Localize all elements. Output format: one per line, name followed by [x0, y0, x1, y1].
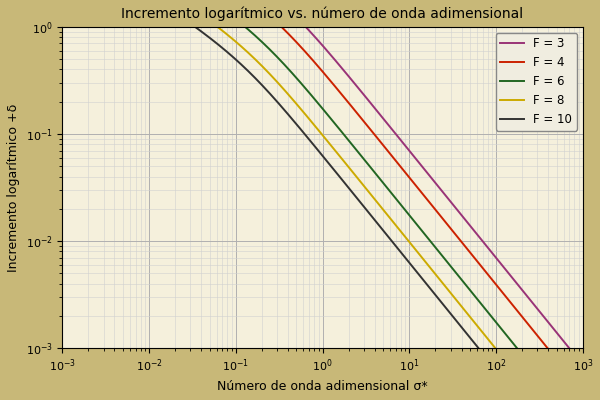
F = 4 — [306, 54, 313, 59]
Legend: F = 3, F = 4, F = 6, F = 8, F = 10: F = 3, F = 4, F = 6, F = 8, F = 10 — [496, 33, 577, 131]
F = 4 — [563, 370, 571, 374]
F = 3 — [306, 29, 313, 34]
F = 6 — [437, 251, 444, 256]
Title: Incremento logarítmico vs. número de onda adimensional: Incremento logarítmico vs. número de ond… — [121, 7, 524, 22]
F = 6 — [537, 375, 544, 380]
F = 4 — [537, 338, 544, 342]
F = 10 — [281, 108, 289, 113]
F = 4 — [579, 389, 586, 394]
F = 4 — [437, 214, 444, 218]
Line: F = 10: F = 10 — [62, 0, 583, 400]
F = 8 — [281, 88, 289, 93]
F = 3 — [579, 362, 586, 367]
F = 8 — [277, 84, 284, 88]
Y-axis label: Incremento logarítmico +δ: Incremento logarítmico +δ — [7, 103, 20, 272]
F = 10 — [437, 299, 444, 304]
F = 6 — [281, 63, 289, 68]
F = 10 — [306, 138, 313, 142]
Line: F = 4: F = 4 — [62, 0, 583, 392]
F = 8 — [437, 278, 444, 283]
F = 6 — [306, 91, 313, 96]
F = 3 — [281, 4, 289, 8]
F = 8 — [306, 117, 313, 122]
Line: F = 3: F = 3 — [62, 0, 583, 365]
F = 3 — [537, 311, 544, 316]
Line: F = 8: F = 8 — [62, 0, 583, 400]
F = 3 — [563, 343, 571, 348]
F = 4 — [277, 24, 284, 29]
F = 3 — [437, 187, 444, 192]
F = 10 — [277, 104, 284, 108]
F = 4 — [281, 28, 289, 33]
X-axis label: Número de onda adimensional σ*: Número de onda adimensional σ* — [217, 380, 428, 393]
F = 3 — [277, 0, 284, 5]
Line: F = 6: F = 6 — [62, 0, 583, 400]
F = 6 — [277, 58, 284, 63]
